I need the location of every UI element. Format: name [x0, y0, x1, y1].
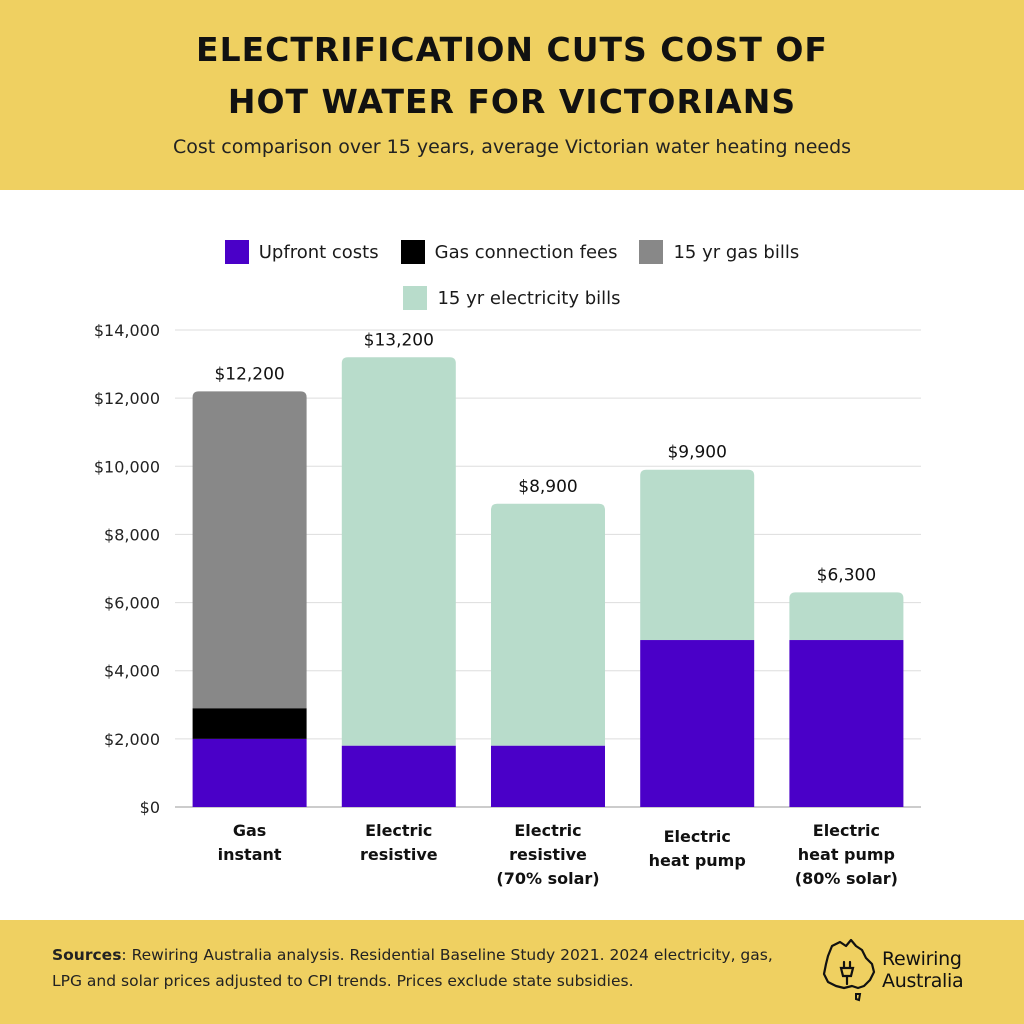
y-tick-label: $2,000 — [104, 730, 160, 749]
data-label-total: $8,900 — [518, 477, 577, 497]
bar-segment-electricity-bills — [640, 469, 755, 641]
legend-swatch-gas-connection — [400, 240, 425, 264]
australia-map-icon — [822, 938, 876, 1002]
footer-banner: Sources: Rewiring Australia analysis. Re… — [0, 920, 1024, 1024]
legend-label-gas-bills: 15 yr gas bills — [673, 241, 800, 263]
x-tick-label: Electric — [514, 821, 581, 840]
legend-swatch-upfront — [224, 240, 249, 264]
logo-line-1: Rewiring — [882, 948, 962, 970]
bar-segment-upfront — [789, 640, 904, 807]
x-tick-label: heat pump — [649, 851, 746, 870]
data-label-total: $12,200 — [214, 364, 284, 384]
x-tick-label: resistive — [360, 845, 438, 864]
legend-gas-connection: Gas connection fees — [400, 240, 618, 264]
legend-label-electricity-bills: 15 yr electricity bills — [437, 287, 621, 309]
legend-swatch-gas-bills — [639, 240, 664, 264]
y-tick-label: $4,000 — [104, 662, 160, 681]
legend-label-gas-connection: Gas connection fees — [434, 241, 618, 263]
bar-segment-upfront — [341, 745, 456, 807]
x-tick-label: (70% solar) — [496, 869, 599, 888]
y-tick-label: $0 — [140, 798, 160, 817]
bar-segment-gas-connection — [192, 708, 307, 739]
y-tick-label: $6,000 — [104, 594, 160, 613]
sources-text: : Rewiring Australia analysis. Residenti… — [52, 946, 773, 990]
chart-subtitle: Cost comparison over 15 years, average V… — [172, 136, 852, 158]
bar-segment-upfront — [491, 745, 605, 807]
bar-segment-electricity-bills — [789, 592, 904, 641]
bar-segment-upfront — [192, 738, 307, 807]
legend-label-upfront: Upfront costs — [258, 241, 379, 263]
x-tick-label: resistive — [509, 845, 587, 864]
sources-note: Sources: Rewiring Australia analysis. Re… — [52, 942, 792, 994]
data-label-total: $13,200 — [364, 330, 434, 350]
sources-label: Sources — [52, 946, 122, 964]
bar-segment-gas-bills — [192, 391, 307, 709]
data-label-total: $9,900 — [667, 443, 726, 463]
legend-row-1: Upfront costs Gas connection fees 15 yr … — [0, 240, 1024, 264]
y-tick-label: $8,000 — [104, 525, 160, 544]
x-tick-label: Electric — [813, 821, 880, 840]
title-line-1: ELECTRIFICATION CUTS COST OF — [196, 30, 828, 69]
x-tick-label: instant — [218, 845, 282, 864]
logo-wordmark: Rewiring Australia — [882, 948, 964, 992]
y-tick-label: $12,000 — [94, 389, 160, 408]
header-banner: ELECTRIFICATION CUTS COST OF HOT WATER F… — [0, 0, 1024, 190]
y-tick-label: $14,000 — [94, 321, 160, 340]
legend-electricity-bills: 15 yr electricity bills — [403, 286, 621, 310]
bar-segment-electricity-bills — [341, 357, 456, 746]
bar-segment-upfront — [640, 640, 755, 807]
bar-chart: $0 $2,000 $4,000 $6,000 $8,000 $10,000 $12,000… — [94, 321, 921, 888]
x-tick-label: (80% solar) — [795, 869, 898, 888]
title-line-2: HOT WATER FOR VICTORIANS — [227, 82, 797, 121]
legend-upfront: Upfront costs — [224, 240, 379, 264]
logo-line-2: Australia — [882, 970, 964, 992]
rewiring-australia-logo: Rewiring Australia — [818, 936, 998, 1006]
legend-swatch-electricity-bills — [403, 286, 428, 310]
legend-row-2: 15 yr electricity bills — [0, 286, 1024, 310]
y-tick-label: $10,000 — [94, 457, 160, 476]
x-tick-label: heat pump — [798, 845, 895, 864]
bar-segment-electricity-bills — [491, 503, 605, 746]
x-tick-label: Gas — [233, 821, 266, 840]
x-tick-label: Electric — [365, 821, 432, 840]
data-label-total: $6,300 — [817, 565, 876, 585]
legend-gas-bills: 15 yr gas bills — [639, 240, 799, 264]
chart-title: ELECTRIFICATION CUTS COST OF HOT WATER F… — [0, 24, 1024, 128]
x-tick-label: Electric — [664, 827, 731, 846]
